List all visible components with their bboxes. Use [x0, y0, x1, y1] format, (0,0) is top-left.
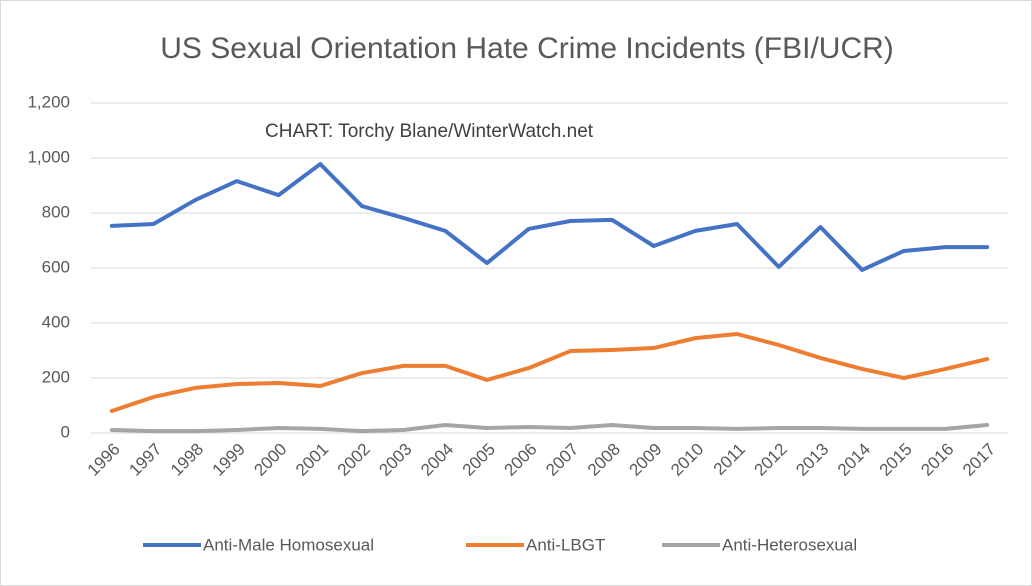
y-tick-label: 600 [42, 257, 70, 276]
chart-title: US Sexual Orientation Hate Crime Inciden… [160, 32, 894, 65]
y-tick-label: 1,200 [27, 92, 70, 111]
y-tick-label: 1,000 [27, 147, 70, 166]
legend-label: Anti-Heterosexual [722, 535, 857, 554]
annotation: CHART: Torchy Blane/WinterWatch.net [265, 121, 594, 142]
legend-label: Anti-Male Homosexual [203, 535, 374, 554]
y-tick-label: 400 [42, 312, 70, 331]
y-tick-label: 200 [42, 367, 70, 386]
data-line [109, 423, 990, 434]
data-line [109, 162, 990, 272]
y-tick-label: 0 [61, 422, 70, 441]
legend-label: Anti-LBGT [526, 535, 605, 554]
y-tick-label: 800 [42, 202, 70, 221]
data-line [109, 332, 990, 413]
